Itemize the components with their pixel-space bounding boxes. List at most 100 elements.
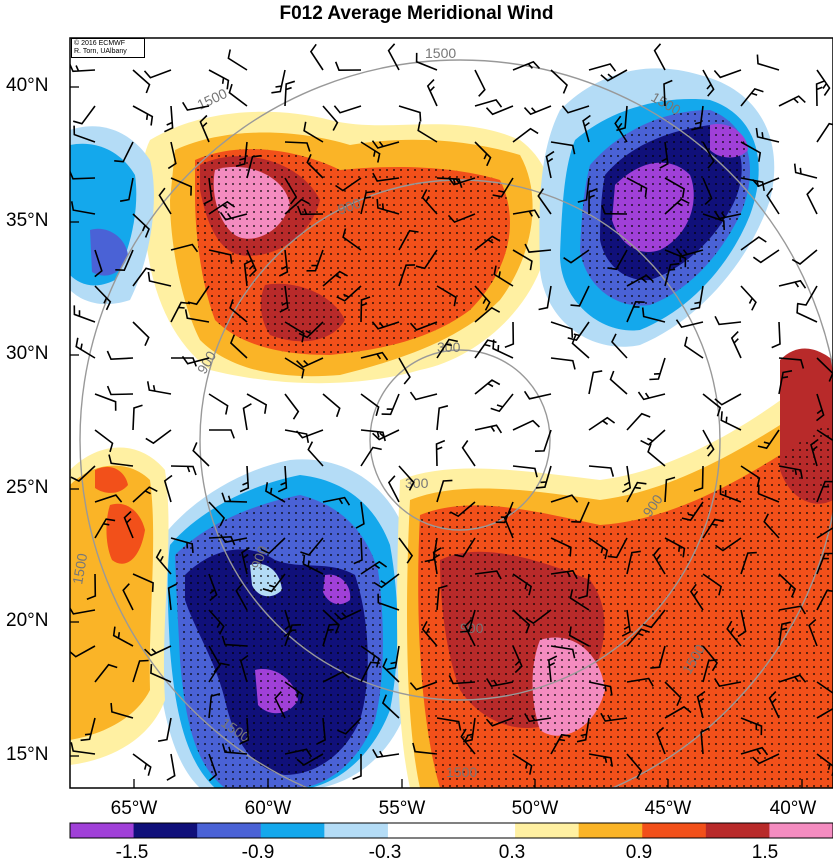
wind-barb	[474, 306, 501, 323]
wind-barb	[70, 742, 96, 755]
colorbar-tick-label: -0.9	[241, 842, 275, 863]
wind-barb	[737, 609, 747, 638]
wind-barb	[740, 717, 763, 736]
wind-barb	[243, 259, 253, 287]
wind-barb	[123, 510, 134, 539]
wind-barb	[284, 357, 305, 379]
wind-barb	[808, 618, 818, 647]
credit-line: R. Torn, UAlbany	[74, 48, 127, 55]
wind-barb	[664, 262, 680, 287]
wind-barb	[474, 98, 503, 108]
wind-barb	[614, 115, 628, 143]
wind-barb	[810, 438, 819, 467]
wind-barb	[208, 69, 230, 90]
wind-barb	[381, 694, 400, 719]
wind-barb	[163, 474, 173, 503]
wind-barb	[796, 285, 818, 306]
map-area: 1500 1500 900 900 300 300 900 900 900 15…	[70, 38, 833, 788]
colorbar-swatch	[705, 823, 770, 838]
wind-barb	[227, 49, 248, 71]
wind-barb	[284, 748, 313, 758]
wind-barb	[626, 677, 654, 687]
wind-barb	[626, 274, 654, 287]
colorbar-swatch	[451, 823, 516, 838]
wind-barb	[702, 429, 715, 457]
wind-barb	[796, 303, 818, 323]
wind-barb	[353, 537, 363, 565]
wind-barb	[144, 645, 172, 657]
wind-barb	[691, 105, 704, 131]
wind-barb	[642, 609, 666, 629]
wind-barb	[702, 69, 715, 97]
wind-barb	[561, 105, 590, 114]
wind-barb	[436, 584, 448, 611]
wind-barb	[816, 429, 833, 451]
wind-barb	[460, 728, 476, 755]
wind-barb	[664, 681, 682, 707]
wind-barb	[94, 285, 112, 311]
wind-barb	[70, 465, 96, 482]
wind-barb	[110, 702, 134, 719]
wind-barb	[208, 249, 233, 264]
wind-barb	[334, 61, 362, 72]
colorbar-tick-label: 0.3	[498, 842, 526, 863]
wind-barb	[277, 465, 288, 493]
wind-barb	[409, 681, 438, 691]
wind-barb	[221, 635, 248, 647]
wind-barbs	[70, 43, 833, 782]
wind-barb	[187, 285, 210, 306]
colorbar-swatch	[133, 823, 198, 838]
wind-barb	[713, 69, 742, 79]
wind-barb	[377, 593, 400, 611]
wind-barb	[503, 510, 514, 539]
wind-barb	[208, 662, 230, 683]
wind-barb	[740, 141, 762, 162]
wind-barb	[360, 141, 381, 163]
wind-barb	[550, 141, 576, 155]
wind-barb	[166, 753, 176, 781]
wind-barb	[436, 405, 449, 431]
wind-barb	[550, 321, 574, 338]
wind-barb	[492, 177, 514, 198]
wind-barb	[740, 551, 757, 575]
wind-barb	[571, 501, 590, 523]
longitude-label: 55°W	[378, 798, 426, 819]
wind-barb	[132, 486, 158, 503]
wind-barb	[170, 177, 193, 196]
wind-barb	[322, 496, 351, 506]
colorbar-swatch	[70, 823, 135, 838]
wind-barb	[806, 187, 818, 215]
wind-barb	[220, 534, 248, 544]
wind-barb	[386, 645, 400, 671]
map-title: F012 Average Meridional Wind	[279, 3, 554, 24]
wind-barb	[664, 177, 685, 198]
wind-barb	[588, 681, 613, 696]
wind-barb	[664, 249, 687, 268]
wind-barb	[474, 235, 501, 251]
wind-barb	[415, 249, 438, 270]
wind-barb	[94, 518, 116, 539]
wind-barb	[334, 609, 362, 621]
wind-barb	[409, 391, 438, 401]
wind-barb	[114, 141, 134, 163]
longitude-label: 45°W	[644, 798, 692, 819]
wind-barb	[171, 357, 197, 367]
wind-barb	[145, 429, 172, 445]
wind-barb	[768, 691, 780, 719]
wind-barb	[146, 381, 172, 395]
wind-barb	[816, 122, 833, 143]
wind-barb	[122, 583, 134, 611]
wind-barb	[94, 393, 117, 411]
wind-barb	[778, 605, 806, 615]
contour-label: 900	[248, 543, 271, 571]
wind-barb	[158, 187, 172, 215]
wind-barb	[726, 620, 742, 647]
wind-barb	[778, 370, 793, 395]
wind-barb	[486, 678, 514, 687]
wind-barb	[436, 285, 457, 307]
wind-barb	[626, 412, 651, 431]
wind-barb	[170, 301, 191, 323]
wind-barb	[504, 321, 515, 349]
wind-barb	[535, 465, 552, 489]
wind-barb	[284, 624, 302, 647]
